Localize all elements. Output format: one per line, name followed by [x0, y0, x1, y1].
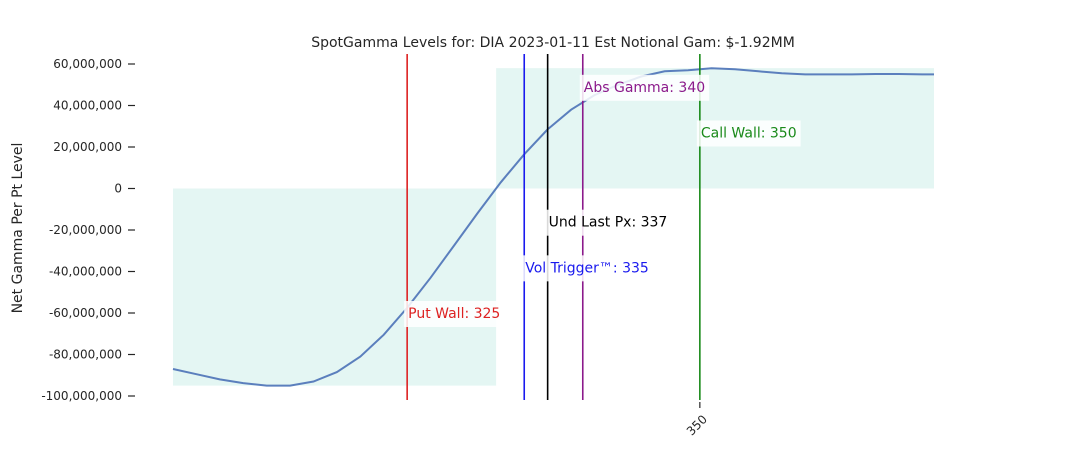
negative-gamma-fill — [173, 188, 497, 386]
und-last-px-label-bg — [544, 209, 672, 236]
vol-trigger-label: Vol Trigger™: 335 — [525, 260, 649, 276]
call-wall-label: Call Wall: 350 — [701, 125, 797, 141]
series-lines — [172, 67, 934, 387]
abs-gamma-label: Abs Gamma: 340 — [584, 80, 705, 96]
y-tick-label: -40,000,000 — [49, 265, 122, 279]
y-tick-label: -20,000,000 — [49, 223, 122, 237]
call-wall-label-bg — [696, 120, 801, 147]
und-last-px-label: Und Last Px: 337 — [549, 215, 668, 231]
level-annotations: Put Wall: 325 Vol Trigger™: 335 Und Last P… — [404, 74, 801, 327]
y-axis-label: Net Gamma Per Pt Level — [10, 143, 26, 314]
vol-trigger-label-bg — [521, 255, 653, 282]
y-tick-label: 0 — [114, 182, 122, 196]
put-wall-label: Put Wall: 325 — [408, 306, 500, 322]
y-tick-label: -80,000,000 — [49, 348, 122, 362]
y-tick-label: 40,000,000 — [53, 99, 122, 113]
put-wall-label-bg — [404, 301, 505, 327]
net-gamma-line — [172, 67, 934, 387]
y-tick-label: 20,000,000 — [53, 140, 122, 154]
y-tick-label: 60,000,000 — [53, 57, 122, 71]
y-tick-label: -60,000,000 — [49, 306, 122, 320]
chart-title: SpotGamma Levels for: DIA 2023-01-11 Est… — [311, 35, 795, 51]
abs-gamma-label-bg — [579, 74, 710, 101]
y-tick-label: -100,000,000 — [41, 389, 122, 403]
x-tick-label: 350 — [684, 412, 710, 438]
y-axis: 60,000,000 40,000,000 20,000,000 0 -20,000,0… — [41, 57, 135, 403]
x-axis: 350 — [684, 402, 710, 438]
